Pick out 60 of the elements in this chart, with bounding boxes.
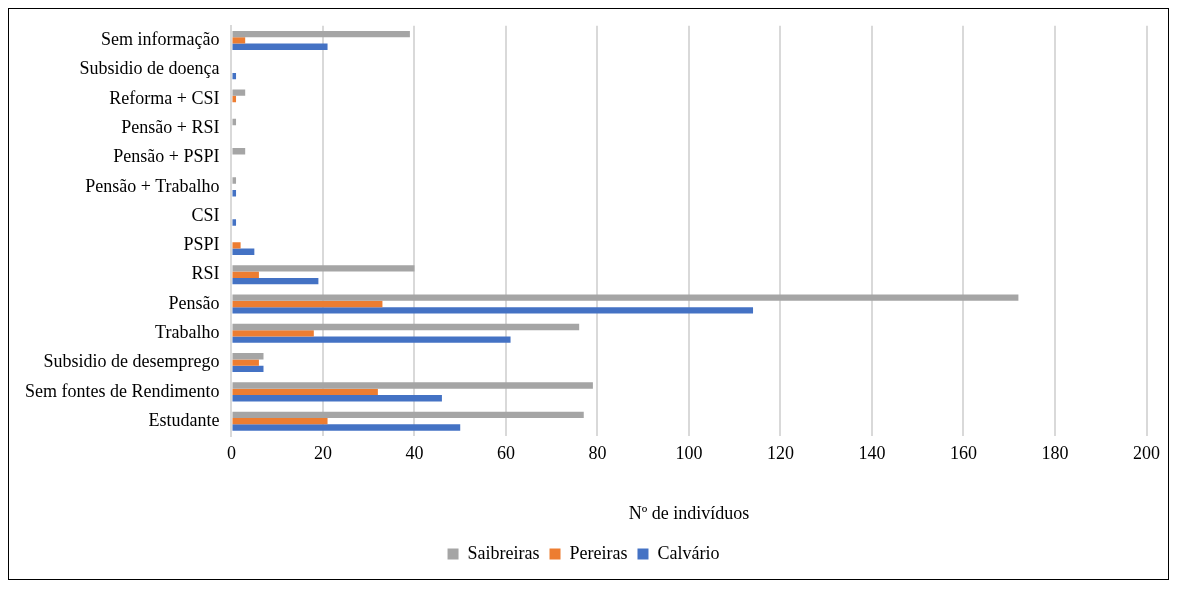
bar	[232, 177, 237, 184]
x-tick-label: 40	[405, 443, 424, 464]
bar	[232, 37, 246, 44]
x-tick-label: 200	[1133, 443, 1160, 464]
y-tick-label: PSPI	[183, 234, 220, 255]
bar	[232, 365, 264, 373]
bar	[232, 248, 255, 255]
bar	[232, 89, 246, 96]
y-tick-label: Sem fontes de Rendimento	[25, 380, 220, 401]
bar	[232, 359, 259, 366]
x-tick-label: 20	[313, 443, 332, 464]
bar	[232, 300, 383, 308]
y-tick-label: RSI	[191, 263, 220, 284]
x-tick-label: 180	[1041, 443, 1069, 464]
bar	[232, 336, 511, 343]
bar	[232, 271, 259, 278]
x-tick-label: 120	[766, 443, 794, 464]
legend-label: Pereiras	[569, 542, 628, 563]
y-tick-label: Pensão + RSI	[121, 117, 220, 138]
bar	[232, 323, 580, 331]
legend-label: Saibreiras	[467, 542, 540, 563]
bar	[232, 424, 461, 431]
bar	[232, 95, 237, 103]
y-tick-label: Pensão	[168, 292, 220, 313]
y-tick-label: Pensão + PSPI	[113, 146, 220, 167]
bar	[232, 265, 415, 272]
y-tick-label: Pensão + Trabalho	[85, 175, 220, 196]
bar	[232, 30, 410, 38]
bar	[232, 242, 241, 249]
y-tick-label: Subsidio de desemprego	[43, 351, 220, 372]
bar	[232, 395, 442, 402]
bar	[232, 219, 237, 226]
y-tick-label: CSI	[191, 204, 220, 225]
bar	[232, 353, 264, 360]
x-tick-label: 0	[226, 443, 236, 464]
bar	[232, 388, 378, 396]
bar	[232, 72, 237, 80]
bar	[232, 118, 237, 126]
x-tick-label: 140	[858, 443, 886, 464]
bar	[232, 382, 593, 389]
bar	[232, 190, 237, 197]
bar	[232, 294, 1019, 301]
x-tick-label: 80	[588, 443, 607, 464]
y-tick-label: Sem informação	[101, 29, 220, 50]
y-tick-label: Estudante	[148, 409, 220, 430]
bar	[232, 148, 246, 155]
y-tick-label: Subsidio de doença	[79, 58, 220, 79]
bar	[232, 43, 328, 50]
legend-label: Calvário	[657, 542, 720, 563]
x-tick-label: 60	[496, 443, 515, 464]
bar	[232, 277, 319, 285]
y-tick-label: Trabalho	[155, 322, 220, 343]
x-tick-label: 100	[675, 443, 703, 464]
bar	[232, 307, 754, 314]
y-tick-label: Reforma + CSI	[109, 87, 220, 108]
bar	[232, 411, 584, 418]
bar	[232, 417, 328, 425]
bar	[232, 330, 314, 337]
x-axis-title: Nº de indivíduos	[628, 502, 750, 523]
x-tick-label: 160	[949, 443, 977, 464]
